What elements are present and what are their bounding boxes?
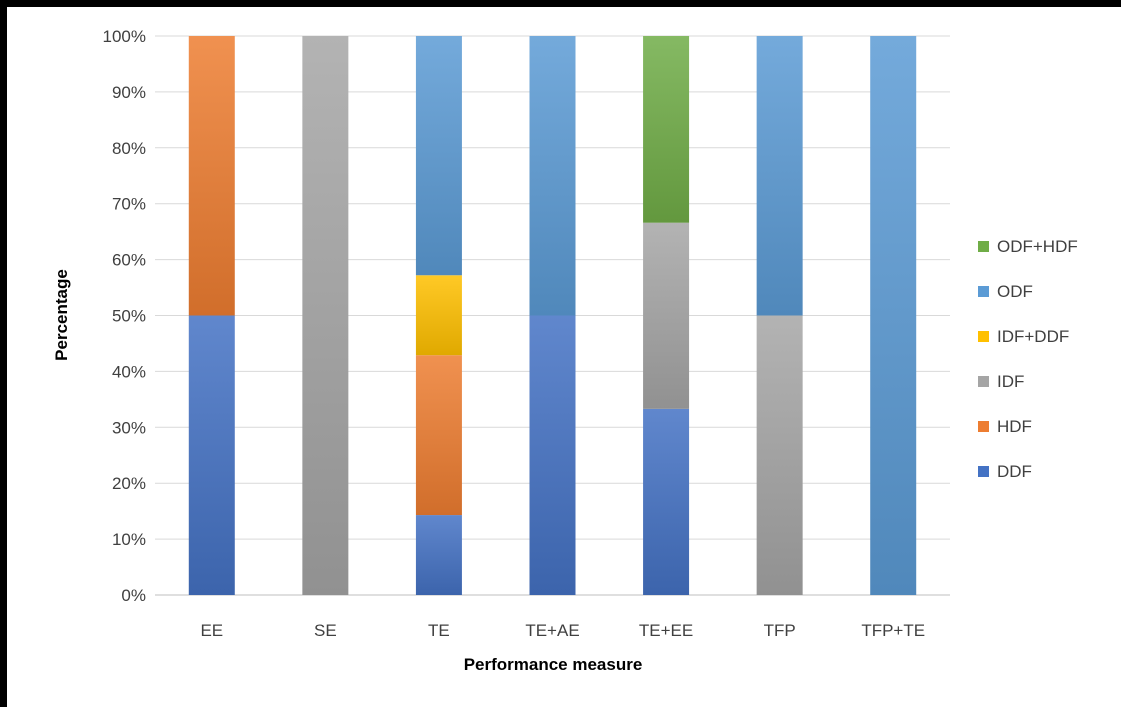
bar-segment-ddf [529, 315, 576, 595]
y-tick-label: 20% [112, 474, 146, 493]
bar-segment-ddf [188, 315, 235, 595]
bar-segment-odf [529, 36, 576, 316]
x-tick-label: SE [314, 621, 337, 640]
y-tick-label: 40% [112, 362, 146, 381]
bar-segment-odf [870, 36, 917, 595]
bar-segment-ddf [643, 408, 690, 595]
legend-label: DDF [997, 462, 1032, 481]
x-tick-label: TFP [764, 621, 796, 640]
legend-label: ODF+HDF [997, 237, 1078, 256]
x-axis-title: Performance measure [464, 655, 643, 674]
bar-segment-hdf [415, 355, 462, 516]
legend: ODF+HDF ODF IDF+DDF IDF HDF DDF [978, 237, 1078, 481]
bar-segment-idf-ddf [415, 275, 462, 356]
x-tick-label: EE [200, 621, 223, 640]
legend-swatch [978, 421, 989, 432]
legend-label: ODF [997, 282, 1033, 301]
bar-segment-ddf [415, 515, 462, 595]
legend-swatch [978, 286, 989, 297]
x-tick-label: TE+AE [525, 621, 579, 640]
bar-segment-odf [756, 36, 803, 316]
legend-label: HDF [997, 417, 1032, 436]
bar-segment-odf [415, 36, 462, 276]
y-tick-label: 0% [121, 586, 146, 605]
y-tick-label: 70% [112, 195, 146, 214]
bar-segment-idf [302, 36, 349, 595]
y-axis-title: Percentage [52, 269, 71, 361]
bar-segment-idf [756, 315, 803, 595]
y-tick-label: 80% [112, 139, 146, 158]
axes: 0% 10% 20% 30% 40% 50% 60% 70% 80% 90% 100% EE SE TE T… [103, 27, 926, 640]
legend-label: IDF+DDF [997, 327, 1069, 346]
legend-swatch [978, 376, 989, 387]
y-tick-label: 90% [112, 83, 146, 102]
legend-swatch [978, 241, 989, 252]
x-tick-label: TFP+TE [861, 621, 925, 640]
bar-segment-odf-hdf [643, 36, 690, 223]
legend-label: IDF [997, 372, 1024, 391]
bar-segment-hdf [188, 36, 235, 316]
x-tick-label: TE [428, 621, 450, 640]
y-tick-label: 50% [112, 307, 146, 326]
y-tick-label: 60% [112, 251, 146, 270]
legend-swatch [978, 331, 989, 342]
bars [188, 36, 917, 595]
legend-swatch [978, 466, 989, 477]
y-tick-label: 30% [112, 418, 146, 437]
x-tick-label: TE+EE [639, 621, 693, 640]
y-tick-label: 10% [112, 530, 146, 549]
y-tick-label: 100% [103, 27, 146, 46]
bar-segment-idf [643, 222, 690, 409]
